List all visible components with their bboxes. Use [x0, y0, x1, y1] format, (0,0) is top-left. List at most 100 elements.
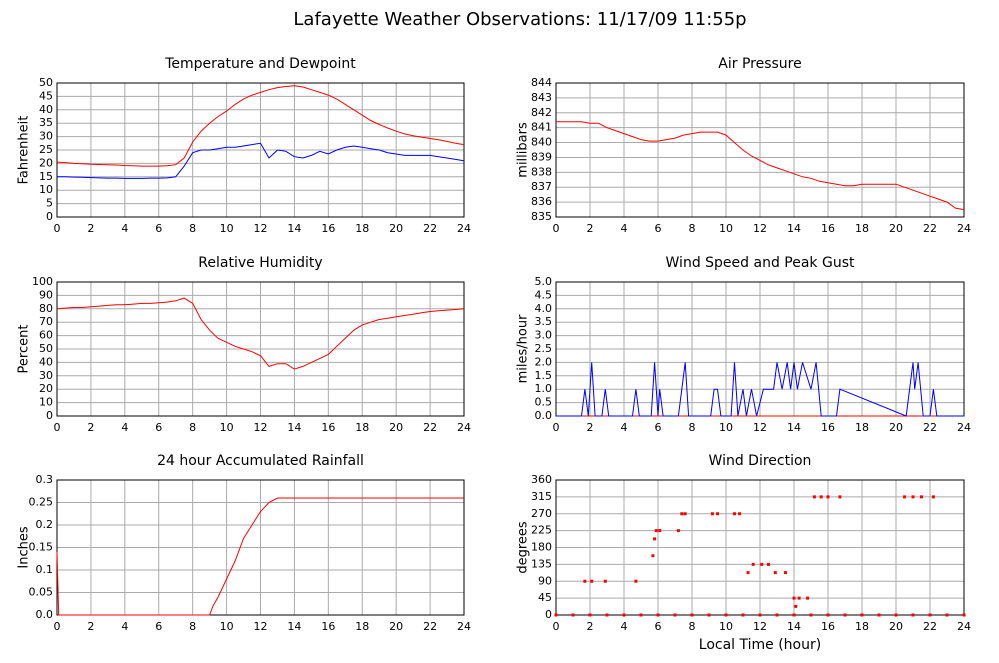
- x-tick-label: 6: [155, 620, 162, 633]
- x-tick-label: 10: [719, 620, 733, 633]
- x-tick-label: 0: [54, 222, 61, 235]
- y-tick-label: 839: [531, 150, 552, 163]
- x-tick-label: 24: [957, 421, 971, 434]
- page-title: Lafayette Weather Observations: 11/17/09…: [293, 9, 746, 30]
- x-tick-label: 2: [587, 222, 594, 235]
- data-point: [758, 613, 762, 617]
- x-tick-label: 12: [254, 421, 268, 434]
- chart-title: Temperature and Dewpoint: [164, 56, 356, 72]
- x-tick-label: 4: [121, 222, 128, 235]
- x-tick-label: 2: [587, 620, 594, 633]
- x-tick-label: 2: [87, 421, 94, 434]
- x-tick-label: 6: [655, 620, 662, 633]
- data-point: [797, 596, 801, 600]
- y-tick-label: 135: [531, 557, 552, 570]
- data-point: [590, 579, 594, 583]
- y-tick-label: 100: [32, 275, 53, 288]
- data-point: [683, 512, 687, 516]
- y-tick-label: 30: [39, 130, 53, 143]
- y-tick-label: 835: [531, 210, 552, 223]
- plot-frame: [56, 479, 465, 616]
- y-tick-label: 2.5: [535, 342, 553, 355]
- y-tick-label: 30: [39, 369, 53, 382]
- data-point: [792, 613, 796, 617]
- x-tick-label: 12: [753, 421, 767, 434]
- data-point: [651, 554, 655, 558]
- x-tick-label: 2: [87, 222, 94, 235]
- data-point: [622, 613, 626, 617]
- data-point: [911, 613, 915, 617]
- x-tick-label: 0: [553, 620, 560, 633]
- x-tick-label: 20: [889, 421, 903, 434]
- y-tick-label: 225: [531, 524, 552, 537]
- y-tick-label: 45: [39, 89, 53, 102]
- data-point: [690, 613, 694, 617]
- y-tick-label: 40: [39, 103, 53, 116]
- x-tick-label: 22: [923, 421, 937, 434]
- data-line: [56, 297, 465, 370]
- x-tick-label: 12: [753, 620, 767, 633]
- x-tick-label: 16: [321, 620, 335, 633]
- data-point: [945, 613, 949, 617]
- x-tick-label: 8: [189, 620, 196, 633]
- y-tick-label: 315: [531, 490, 552, 503]
- data-point: [838, 495, 842, 499]
- data-point: [792, 596, 796, 600]
- x-tick-label: 18: [355, 222, 369, 235]
- x-tick-label: 20: [389, 620, 403, 633]
- y-tick-label: 0.5: [535, 396, 553, 409]
- y-tick-label: 270: [531, 507, 552, 520]
- data-point: [767, 562, 770, 566]
- data-point: [741, 613, 745, 617]
- y-tick-label: 844: [531, 76, 552, 89]
- x-tick-label: 0: [553, 222, 560, 235]
- data-point: [920, 495, 923, 499]
- x-tick-label: 8: [689, 222, 696, 235]
- data-point: [654, 529, 658, 533]
- y-tick-label: 35: [39, 116, 53, 129]
- data-point: [634, 579, 638, 583]
- y-tick-label: 0.1: [36, 563, 54, 576]
- chart-title: Wind Speed and Peak Gust: [666, 255, 855, 271]
- plot-frame: [56, 82, 465, 218]
- x-tick-label: 18: [855, 620, 869, 633]
- x-tick-label: 0: [553, 421, 560, 434]
- y-tick-label: 10: [39, 396, 53, 409]
- data-point: [746, 571, 750, 575]
- x-tick-label: 18: [355, 421, 369, 434]
- x-tick-label: 22: [923, 620, 937, 633]
- chart-title: Air Pressure: [718, 56, 801, 72]
- data-point: [784, 571, 787, 575]
- y-tick-label: 0.2: [36, 518, 54, 531]
- x-axis-label: Local Time (hour): [699, 637, 821, 653]
- y-tick-label: 0.15: [29, 541, 54, 554]
- x-tick-label: 4: [121, 620, 128, 633]
- y-tick-label: 15: [39, 170, 53, 183]
- y-tick-label: 4.5: [535, 288, 553, 301]
- y-tick-label: 40: [39, 355, 53, 368]
- data-point: [710, 512, 714, 516]
- x-tick-label: 22: [923, 222, 937, 235]
- data-point: [554, 613, 558, 617]
- x-tick-label: 12: [254, 620, 268, 633]
- data-point: [903, 495, 906, 499]
- data-point: [680, 512, 684, 516]
- data-point: [775, 613, 779, 617]
- data-point: [639, 613, 643, 617]
- x-tick-label: 20: [889, 222, 903, 235]
- y-tick-label: 80: [39, 302, 53, 315]
- x-tick-label: 2: [87, 620, 94, 633]
- data-point: [911, 495, 915, 499]
- data-point: [826, 495, 830, 499]
- x-tick-label: 10: [220, 421, 234, 434]
- data-line: [56, 497, 464, 616]
- y-tick-label: 0.3: [36, 473, 54, 486]
- x-tick-label: 22: [423, 222, 437, 235]
- data-point: [738, 512, 742, 516]
- x-tick-label: 16: [821, 222, 835, 235]
- y-tick-label: 3.0: [535, 329, 553, 342]
- data-point: [707, 613, 711, 617]
- x-tick-label: 8: [189, 222, 196, 235]
- data-point: [894, 613, 898, 617]
- y-tick-label: 25: [39, 143, 53, 156]
